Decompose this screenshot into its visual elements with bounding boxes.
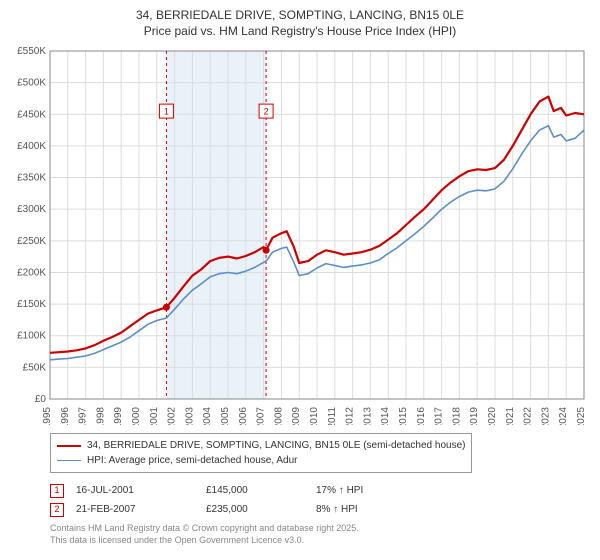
svg-text:£0: £0: [35, 394, 47, 405]
legend-swatch: [57, 460, 81, 461]
svg-text:2: 2: [264, 107, 269, 117]
svg-text:2011: 2011: [327, 407, 338, 425]
svg-text:1995: 1995: [42, 407, 53, 425]
event-row: 2 21-FEB-2007 £235,000 8% ↑ HPI: [50, 500, 592, 519]
svg-text:£350K: £350K: [17, 173, 46, 184]
plot-area: £0 £50K £100K £150K £200K £250K £300K £350K £400…: [8, 45, 592, 425]
svg-text:1998: 1998: [95, 407, 106, 425]
svg-text:2025: 2025: [576, 407, 587, 425]
svg-text:2002: 2002: [167, 407, 178, 425]
attribution-line2: This data is licensed under the Open Gov…: [50, 535, 592, 547]
svg-text:£250K: £250K: [17, 236, 46, 247]
attribution: Contains HM Land Registry data © Crown c…: [50, 523, 592, 546]
svg-text:£200K: £200K: [17, 268, 46, 279]
svg-text:1997: 1997: [78, 407, 89, 425]
legend-label: 34, BERRIEDALE DRIVE, SOMPTING, LANCING,…: [87, 438, 465, 453]
event-date: 21-FEB-2007: [76, 500, 166, 519]
event-date: 16-JUL-2001: [76, 481, 166, 500]
svg-text:2022: 2022: [523, 407, 534, 425]
svg-text:£150K: £150K: [17, 299, 46, 310]
svg-text:2000: 2000: [131, 407, 142, 425]
svg-text:2023: 2023: [540, 407, 551, 425]
event-marker: 2: [50, 503, 64, 517]
event-price: £235,000: [206, 500, 276, 519]
svg-text:2015: 2015: [398, 407, 409, 425]
svg-text:1: 1: [164, 107, 169, 117]
svg-text:2017: 2017: [434, 407, 445, 425]
title-line2: Price paid vs. HM Land Registry's House …: [8, 24, 592, 40]
svg-text:£400K: £400K: [17, 141, 46, 152]
svg-text:2018: 2018: [451, 407, 462, 425]
svg-text:2016: 2016: [416, 407, 427, 425]
legend-label: HPI: Average price, semi-detached house,…: [87, 453, 298, 468]
svg-text:2006: 2006: [238, 407, 249, 425]
legend-swatch: [57, 445, 81, 447]
svg-text:2020: 2020: [487, 407, 498, 425]
svg-text:2008: 2008: [273, 407, 284, 425]
event-row: 1 16-JUL-2001 £145,000 17% ↑ HPI: [50, 481, 592, 500]
svg-text:2024: 2024: [558, 407, 569, 425]
svg-text:1996: 1996: [60, 407, 71, 425]
svg-text:2021: 2021: [505, 407, 516, 425]
svg-text:£500K: £500K: [17, 78, 46, 89]
title-line1: 34, BERRIEDALE DRIVE, SOMPTING, LANCING,…: [8, 8, 592, 24]
svg-text:1999: 1999: [113, 407, 124, 425]
svg-text:2005: 2005: [220, 407, 231, 425]
svg-text:2012: 2012: [345, 407, 356, 425]
svg-text:£550K: £550K: [17, 46, 46, 57]
svg-text:2010: 2010: [309, 407, 320, 425]
svg-text:2013: 2013: [362, 407, 373, 425]
legend-item: HPI: Average price, semi-detached house,…: [57, 453, 465, 468]
svg-text:2003: 2003: [184, 407, 195, 425]
legend-item: 34, BERRIEDALE DRIVE, SOMPTING, LANCING,…: [57, 438, 465, 453]
legend: 34, BERRIEDALE DRIVE, SOMPTING, LANCING,…: [50, 433, 472, 473]
svg-text:2014: 2014: [380, 407, 391, 425]
svg-text:£300K: £300K: [17, 204, 46, 215]
chart-container: 34, BERRIEDALE DRIVE, SOMPTING, LANCING,…: [0, 0, 600, 560]
svg-text:£100K: £100K: [17, 331, 46, 342]
svg-text:2001: 2001: [149, 407, 160, 425]
svg-text:2009: 2009: [291, 407, 302, 425]
svg-text:2019: 2019: [469, 407, 480, 425]
event-table: 1 16-JUL-2001 £145,000 17% ↑ HPI 2 21-FEB-200…: [50, 481, 592, 519]
chart-svg: £0 £50K £100K £150K £200K £250K £300K £350K £400…: [8, 45, 592, 425]
svg-text:2007: 2007: [256, 407, 267, 425]
event-pct: 17% ↑ HPI: [316, 481, 363, 500]
event-price: £145,000: [206, 481, 276, 500]
chart-title: 34, BERRIEDALE DRIVE, SOMPTING, LANCING,…: [8, 8, 592, 39]
attribution-line1: Contains HM Land Registry data © Crown c…: [50, 523, 592, 535]
event-marker: 1: [50, 484, 64, 498]
svg-text:2004: 2004: [202, 407, 213, 425]
event-pct: 8% ↑ HPI: [316, 500, 358, 519]
svg-text:£50K: £50K: [23, 363, 47, 374]
svg-text:£450K: £450K: [17, 109, 46, 120]
